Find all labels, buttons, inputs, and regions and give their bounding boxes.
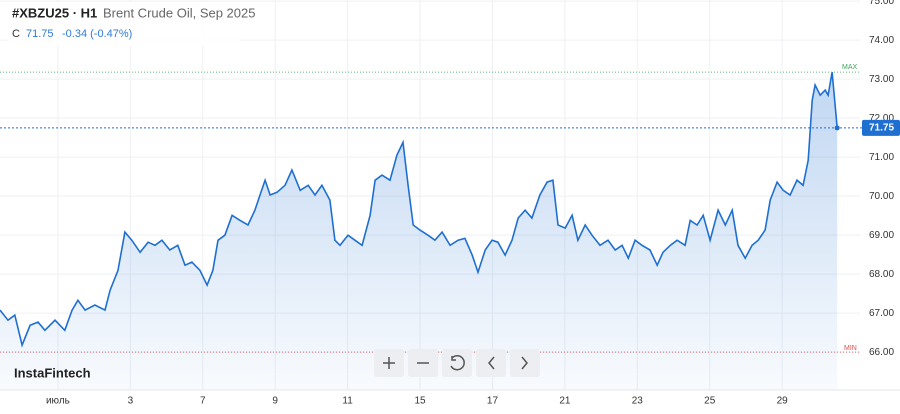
x-tick-label: 9: [272, 396, 278, 407]
y-tick-label: 70.00: [869, 191, 894, 202]
legend-bg: [8, 2, 240, 46]
right-icon: [521, 356, 528, 370]
y-tick-label: 74.00: [869, 35, 894, 46]
y-tick-label: 68.00: [869, 269, 894, 280]
toolbar: [374, 349, 540, 377]
area-fill: [0, 72, 838, 390]
x-tick-label: июль: [46, 396, 70, 407]
y-tick-label: 66.00: [869, 347, 894, 358]
change: -0.34 (-0.47%): [62, 28, 132, 40]
x-tick-label: 21: [559, 396, 571, 407]
scroll-left-button[interactable]: [476, 349, 506, 377]
close-label: C: [12, 28, 20, 40]
left-icon: [488, 356, 495, 370]
y-tick-label: 69.00: [869, 230, 894, 241]
min-label: MIN: [844, 345, 857, 352]
symbol: #XBZU25 · H1: [12, 5, 97, 20]
reset-icon: [450, 354, 465, 371]
scroll-right-button[interactable]: [510, 349, 540, 377]
brand: InstaFintech: [14, 365, 91, 380]
y-tick-label: 73.00: [869, 74, 894, 85]
y-tick-label: 71.00: [869, 152, 894, 163]
y-tick-label: 67.00: [869, 308, 894, 319]
reset-button[interactable]: [442, 349, 472, 377]
last-point: [834, 125, 840, 131]
close-value: 71.75: [26, 28, 54, 40]
plus-icon: [383, 357, 395, 369]
x-tick-label: 7: [200, 396, 206, 407]
x-tick-label: 29: [777, 396, 789, 407]
x-tick-label: 17: [487, 396, 499, 407]
price-tag-label: 71.75: [869, 123, 894, 134]
x-tick-label: 15: [414, 396, 426, 407]
chart-title: Brent Crude Oil, Sep 2025: [103, 5, 255, 20]
y-tick-label: 75.00: [869, 0, 894, 7]
price-tag: [862, 119, 900, 136]
max-label: MAX: [842, 64, 858, 71]
x-tick-label: 23: [632, 396, 644, 407]
price-line: [0, 71, 838, 348]
x-tick-label: 3: [128, 396, 134, 407]
x-tick-label: 11: [342, 396, 353, 407]
y-tick-label: 72.00: [869, 113, 894, 124]
x-tick-label: 25: [704, 396, 716, 407]
